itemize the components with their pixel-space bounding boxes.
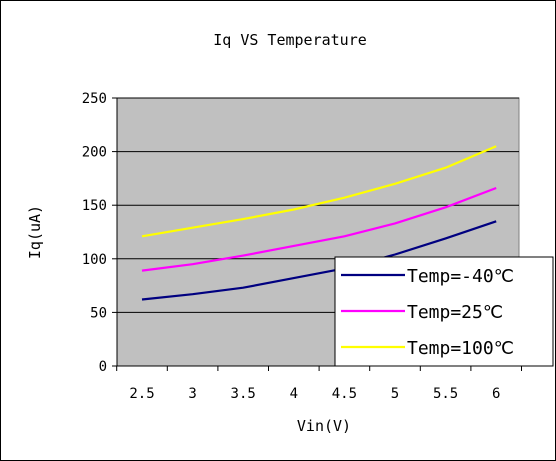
legend: Temp=-40℃ Temp=25℃ Temp=100℃ bbox=[334, 256, 554, 367]
x-tick-label: 4 bbox=[290, 386, 298, 402]
series-line-2 bbox=[141, 145, 497, 238]
legend-label: Temp=25℃ bbox=[407, 302, 503, 323]
x-tick-label: 2.5 bbox=[129, 386, 154, 402]
x-axis-label: Vin(V) bbox=[297, 417, 351, 435]
x-tick-label: 3.5 bbox=[231, 386, 256, 402]
x-tick-label: 5.5 bbox=[433, 386, 458, 402]
chart-title: Iq VS Temperature bbox=[213, 31, 367, 49]
series-line-0 bbox=[141, 220, 497, 301]
y-tick-label: 150 bbox=[82, 198, 107, 214]
y-tick-label: 0 bbox=[99, 359, 107, 375]
series-line-1 bbox=[141, 186, 497, 272]
series-lines bbox=[141, 145, 497, 301]
x-tick-label: 4.5 bbox=[332, 386, 357, 402]
gridlines bbox=[117, 97, 519, 313]
y-tick-label: 100 bbox=[82, 252, 107, 268]
y-tick-label: 250 bbox=[82, 91, 107, 107]
y-tick-label: 50 bbox=[90, 305, 107, 321]
y-tick-label: 200 bbox=[82, 145, 107, 161]
tick-labels: 0 50 100 150 200 250 2.5 3 3.5 4 4.5 5 5.5 6 bbox=[82, 91, 501, 402]
x-tick-label: 3 bbox=[188, 386, 196, 402]
y-axis-label: Iq(uA) bbox=[26, 205, 44, 259]
legend-label: Temp=100℃ bbox=[407, 338, 514, 359]
x-tick-label: 6 bbox=[492, 386, 500, 402]
x-tick-label: 5 bbox=[391, 386, 399, 402]
legend-label: Temp=-40℃ bbox=[407, 266, 514, 287]
